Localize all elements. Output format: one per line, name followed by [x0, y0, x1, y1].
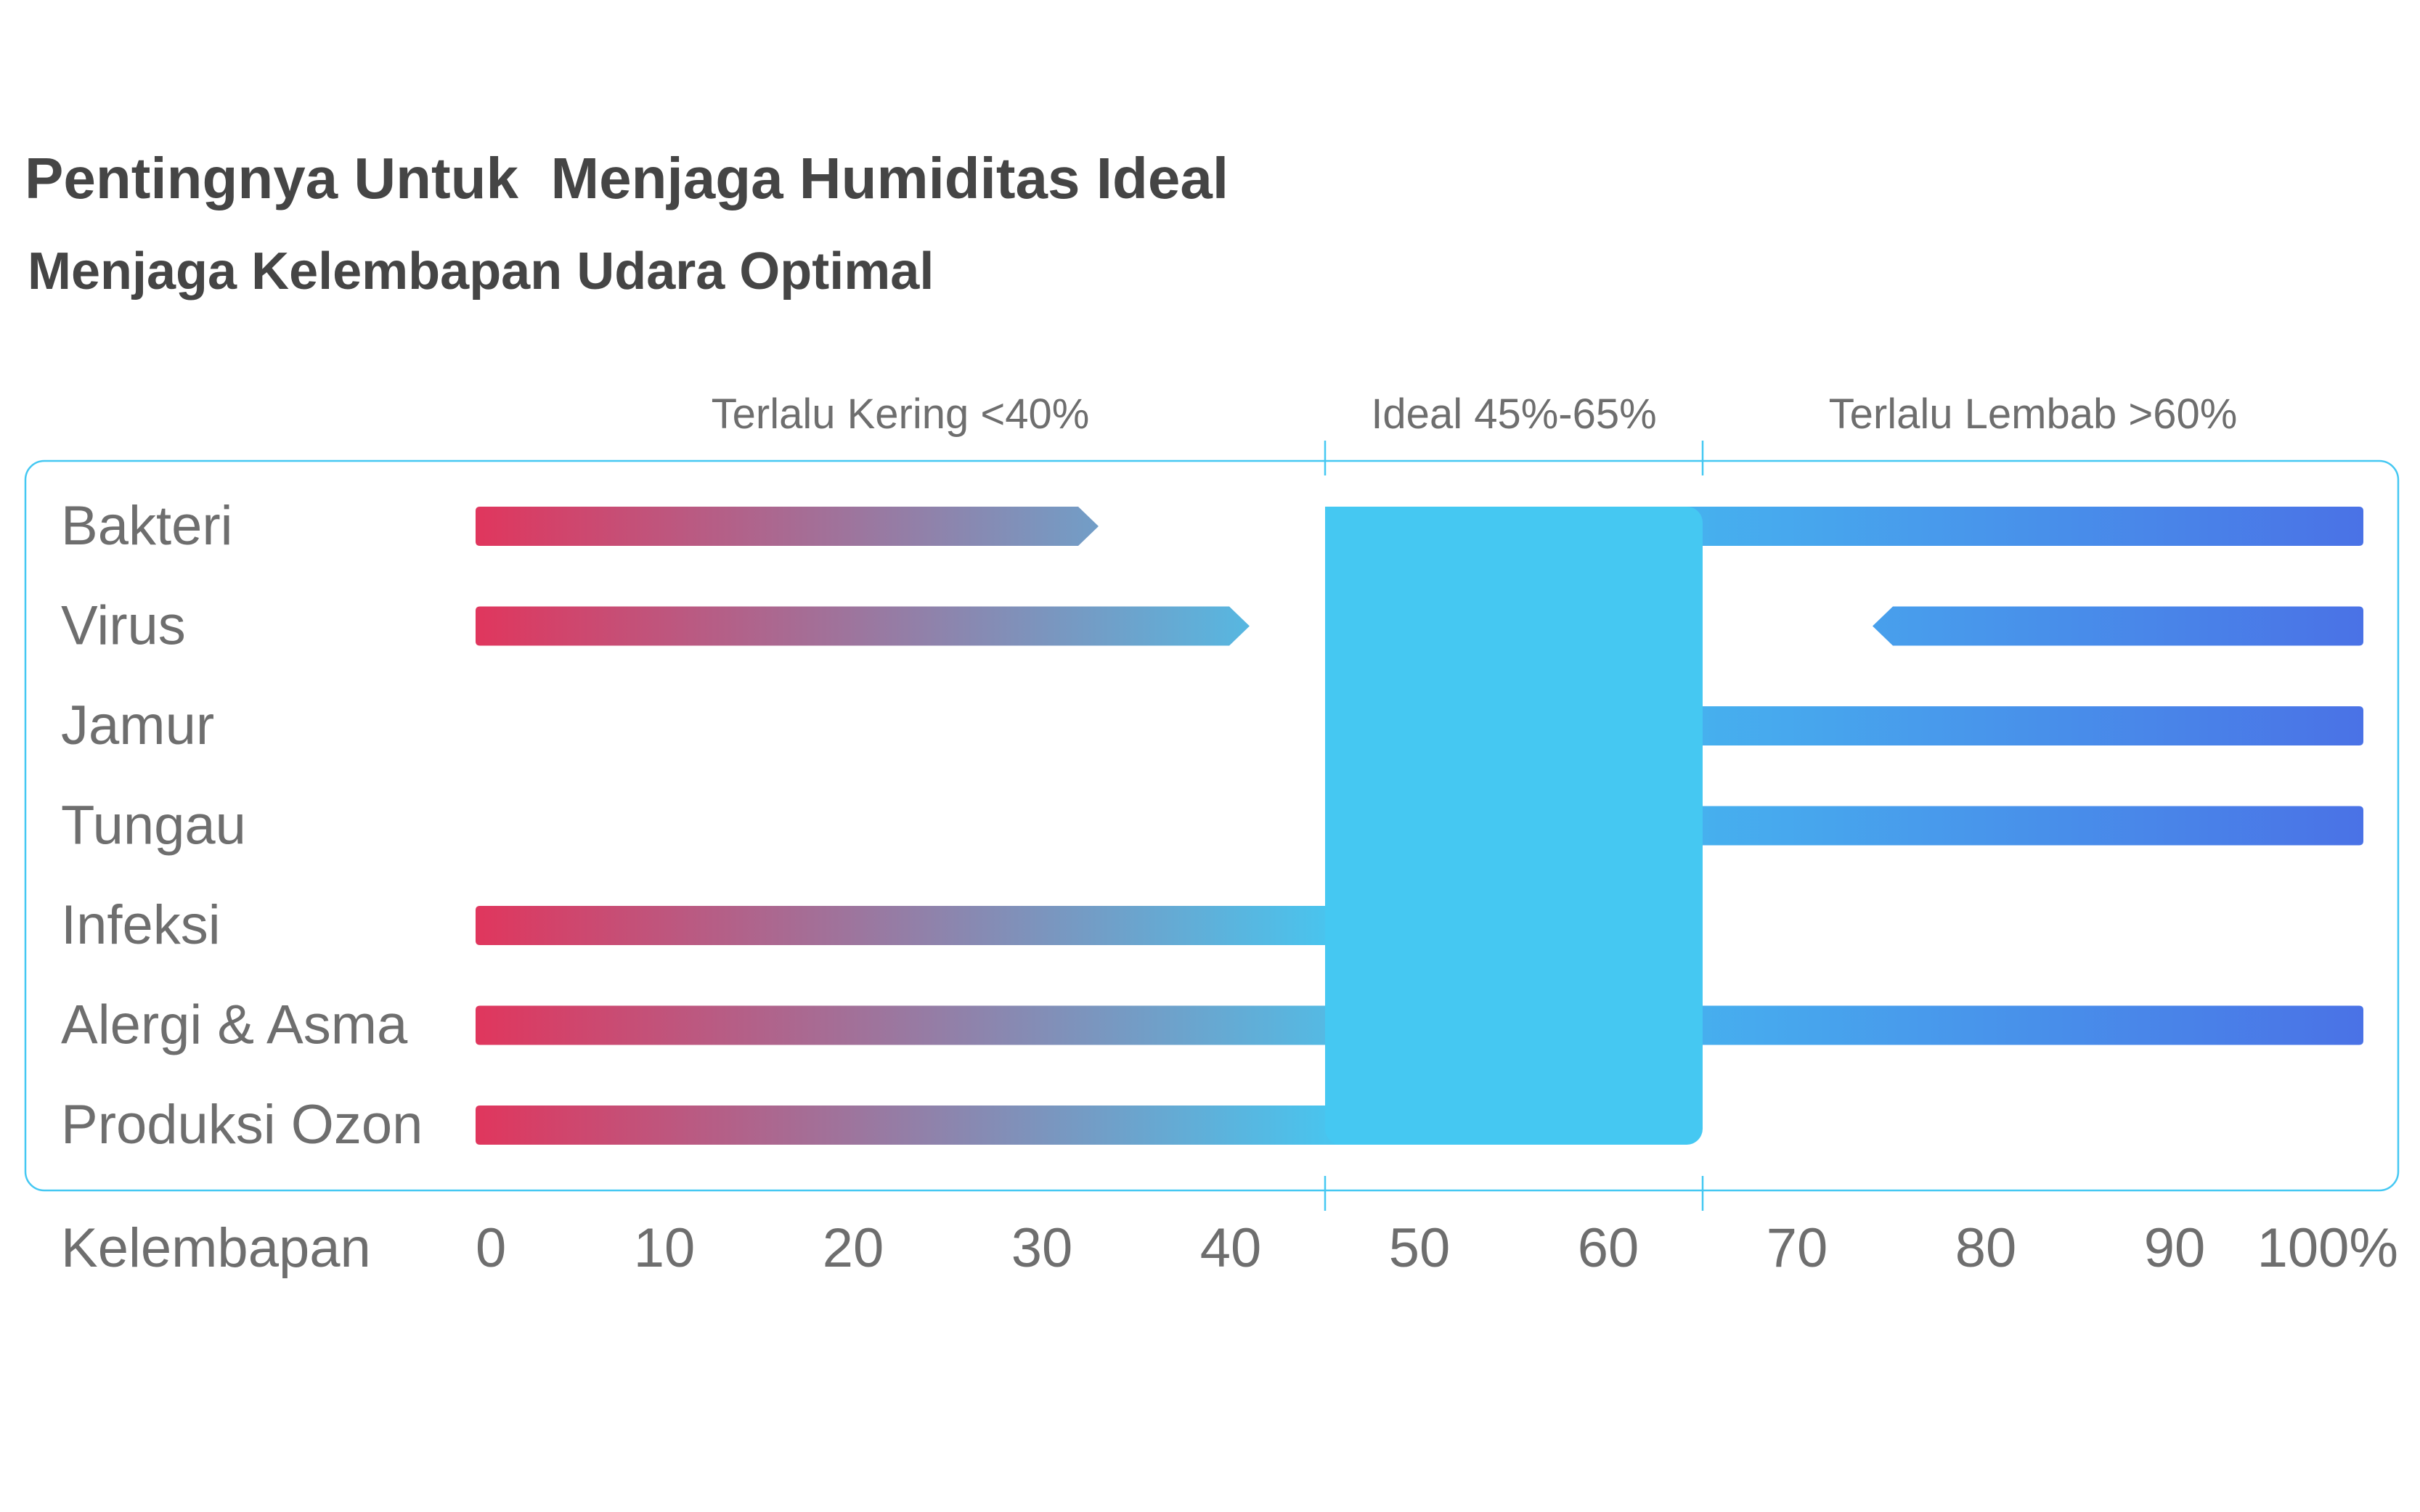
category-label: Virus [61, 595, 186, 657]
chart-subtitle: Menjaga Kelembapan Udara Optimal [28, 242, 934, 301]
chart-frame [24, 459, 2400, 1192]
range-bar [476, 1106, 1552, 1145]
x-tick-label: 70 [1767, 1217, 1828, 1279]
category-label: Tungau [61, 795, 246, 857]
x-tick-label: 60 [1578, 1217, 1639, 1279]
category-label: Bakteri [61, 495, 233, 557]
x-tick-label: 10 [634, 1217, 696, 1279]
x-tick-label: 30 [1011, 1217, 1073, 1279]
range-bar [476, 606, 1250, 646]
category-label: Produksi Ozon [61, 1094, 423, 1156]
range-bar [1608, 706, 2363, 745]
ideal-zone-band [1325, 507, 1703, 1145]
zone-label: Terlalu Lembab >60% [1829, 391, 2238, 438]
x-tick-label: 20 [823, 1217, 884, 1279]
range-bar [1514, 806, 2363, 846]
range-bar [476, 507, 1099, 546]
x-axis-label: Kelembapan [61, 1217, 371, 1279]
chart-title: Pentingnya Untuk Menjaga Humiditas Ideal [25, 146, 1229, 211]
x-tick-label: 90 [2144, 1217, 2206, 1279]
x-tick-label: 0 [476, 1217, 506, 1279]
category-label: Jamur [61, 695, 214, 756]
range-bar [1873, 606, 2363, 646]
x-tick-label: 100% [2257, 1217, 2398, 1279]
x-tick-label: 40 [1200, 1217, 1262, 1279]
range-bar [476, 906, 1419, 945]
category-label: Alergi & Asma [61, 994, 408, 1056]
zone-label: Terlalu Kering <40% [712, 391, 1090, 438]
category-label: Infeksi [61, 894, 221, 956]
x-tick-label: 80 [1955, 1217, 2017, 1279]
x-tick-label: 50 [1389, 1217, 1451, 1279]
zone-label: Ideal 45%-65% [1371, 391, 1656, 438]
